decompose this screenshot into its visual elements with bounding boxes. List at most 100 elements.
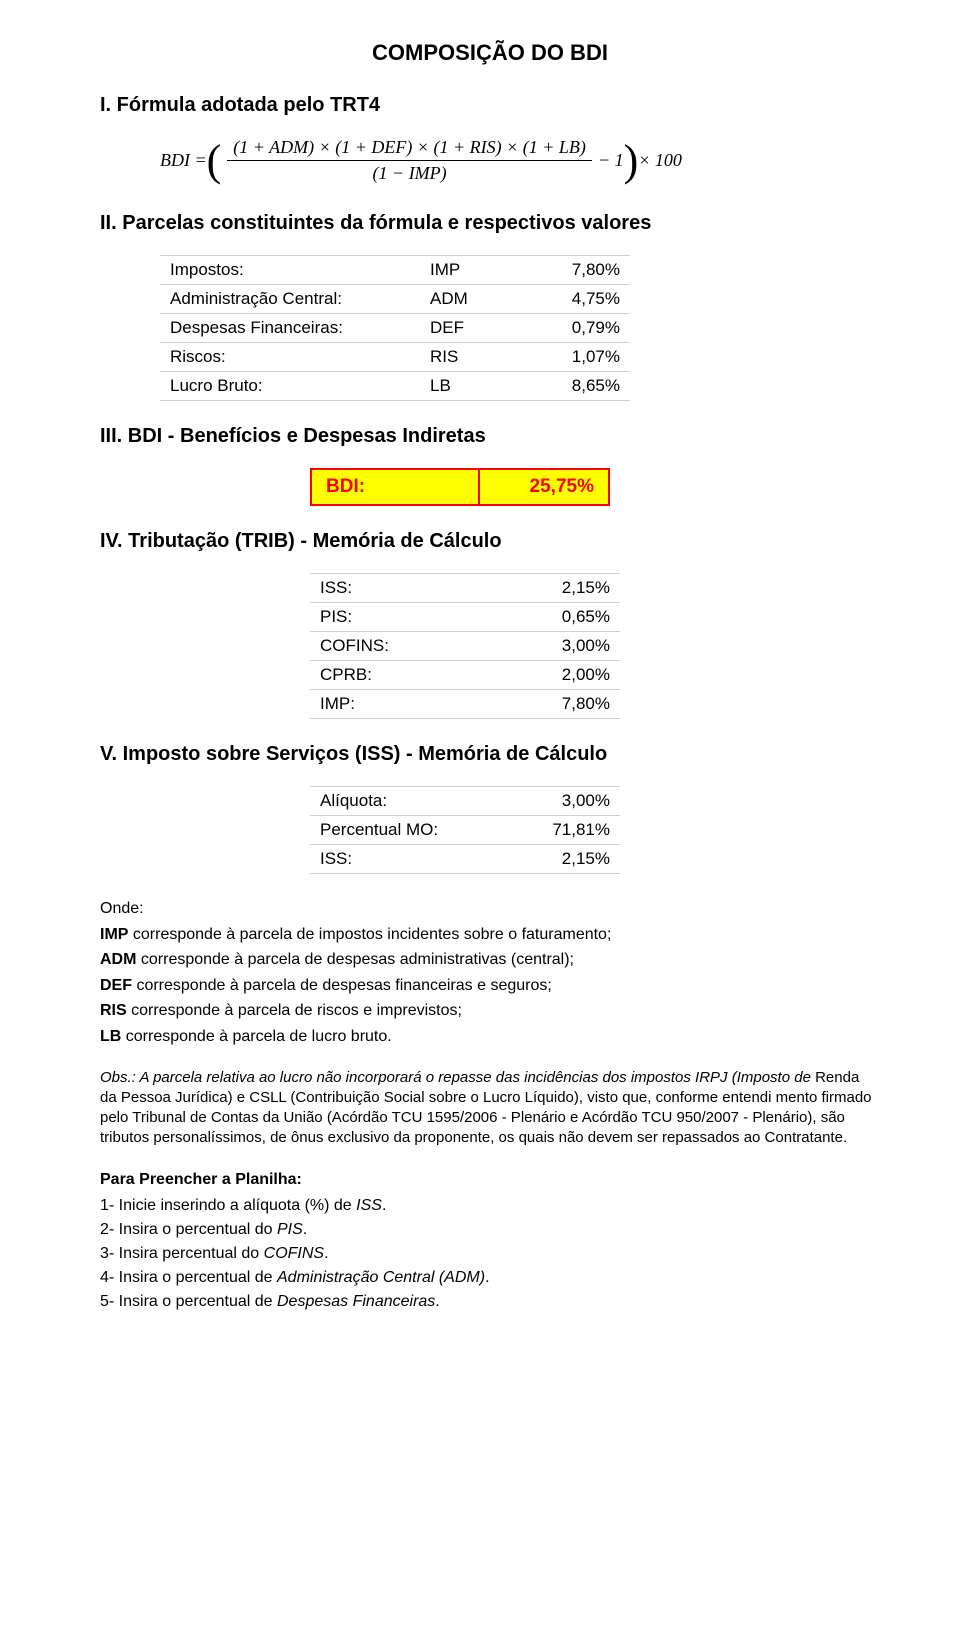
cell-value: 3,00% xyxy=(500,787,620,816)
fill-pre: 4- Insira o percentual de xyxy=(100,1269,277,1286)
fill-post: . xyxy=(435,1293,439,1310)
formula-tail-minus1: − 1 xyxy=(598,150,624,171)
cell-value: 8,65% xyxy=(510,372,630,401)
onde-term: RIS xyxy=(100,1002,127,1019)
fill-em: Despesas Financeiras xyxy=(277,1293,435,1310)
cell-value: 2,00% xyxy=(500,661,620,690)
cell-label: Riscos: xyxy=(160,343,420,372)
onde-text: corresponde à parcela de impostos incide… xyxy=(128,926,611,943)
fill-item: 1- Inicie inserindo a alíquota (%) de IS… xyxy=(100,1197,880,1215)
bdi-value: 25,75% xyxy=(480,468,610,506)
cell-value: 0,65% xyxy=(500,603,620,632)
fill-em: ISS xyxy=(356,1197,382,1214)
fill-post: . xyxy=(324,1245,328,1262)
cell-label: Alíquota: xyxy=(310,787,500,816)
fraction-bar xyxy=(227,160,592,161)
onde-line: LB corresponde à parcela de lucro bruto. xyxy=(100,1026,880,1048)
paren-close: ) xyxy=(624,139,639,183)
onde-text: corresponde à parcela de despesas admini… xyxy=(136,951,574,968)
document-page: COMPOSIÇÃO DO BDI I. Fórmula adotada pel… xyxy=(0,0,960,1377)
onde-block: Onde: IMP corresponde à parcela de impos… xyxy=(100,898,880,1048)
onde-term: LB xyxy=(100,1028,121,1045)
table-row: Riscos: RIS 1,07% xyxy=(160,343,630,372)
fill-post: . xyxy=(303,1221,307,1238)
table-row: Alíquota: 3,00% xyxy=(310,787,620,816)
cell-code: ADM xyxy=(420,285,510,314)
table-row: Impostos: IMP 7,80% xyxy=(160,256,630,285)
cell-label: Percentual MO: xyxy=(310,816,500,845)
formula-numerator: (1 + ADM) × (1 + DEF) × (1 + RIS) × (1 +… xyxy=(227,137,592,158)
fill-pre: 3- Insira percentual do xyxy=(100,1245,264,1262)
cell-label: COFINS: xyxy=(310,632,500,661)
cell-code: IMP xyxy=(420,256,510,285)
formula-fraction: (1 + ADM) × (1 + DEF) × (1 + RIS) × (1 +… xyxy=(227,137,592,184)
onde-term: IMP xyxy=(100,926,128,943)
bdi-label: BDI: xyxy=(310,468,480,506)
table-row: Despesas Financeiras: DEF 0,79% xyxy=(160,314,630,343)
cell-label: ISS: xyxy=(310,574,500,603)
cell-value: 71,81% xyxy=(500,816,620,845)
onde-text: corresponde à parcela de lucro bruto. xyxy=(121,1028,391,1045)
trib-table: ISS: 2,15% PIS: 0,65% COFINS: 3,00% CPRB… xyxy=(310,573,620,719)
cell-label: ISS: xyxy=(310,845,500,874)
table-row: ISS: 2,15% xyxy=(310,574,620,603)
cell-value: 7,80% xyxy=(510,256,630,285)
onde-text: corresponde à parcela de riscos e imprev… xyxy=(127,1002,462,1019)
fill-heading: Para Preencher a Planilha: xyxy=(100,1171,880,1189)
section-heading-3: III. BDI - Benefícios e Despesas Indiret… xyxy=(100,425,880,448)
formula-denominator: (1 − IMP) xyxy=(367,163,453,184)
fill-pre: 1- Inicie inserindo a alíquota (%) de xyxy=(100,1197,356,1214)
fill-item: 2- Insira o percentual do PIS. xyxy=(100,1221,880,1239)
page-title: COMPOSIÇÃO DO BDI xyxy=(100,40,880,66)
obs-block: Obs.: A parcela relativa ao lucro não in… xyxy=(100,1068,880,1149)
fill-pre: 2- Insira o percentual do xyxy=(100,1221,277,1238)
table-row: COFINS: 3,00% xyxy=(310,632,620,661)
formula-tail-times100: × 100 xyxy=(638,150,682,171)
cell-label: PIS: xyxy=(310,603,500,632)
fill-item: 4- Insira o percentual de Administração … xyxy=(100,1269,880,1287)
table-row: Lucro Bruto: LB 8,65% xyxy=(160,372,630,401)
table-row: IMP: 7,80% xyxy=(310,690,620,719)
cell-label: CPRB: xyxy=(310,661,500,690)
section-heading-2: II. Parcelas constituintes da fórmula e … xyxy=(100,212,880,235)
cell-label: Despesas Financeiras: xyxy=(160,314,420,343)
onde-head: Onde: xyxy=(100,898,880,920)
cell-value: 2,15% xyxy=(500,845,620,874)
section-heading-1: I. Fórmula adotada pelo TRT4 xyxy=(100,94,880,117)
cell-label: Administração Central: xyxy=(160,285,420,314)
obs-italic-lead: Obs.: A parcela relativa ao lucro não in… xyxy=(100,1069,811,1086)
cell-label: Impostos: xyxy=(160,256,420,285)
cell-code: DEF xyxy=(420,314,510,343)
fill-em: Administração Central (ADM) xyxy=(277,1269,485,1286)
fill-em: COFINS xyxy=(264,1245,324,1262)
section-heading-5: V. Imposto sobre Serviços (ISS) - Memóri… xyxy=(100,743,880,766)
cell-value: 2,15% xyxy=(500,574,620,603)
bdi-highlight-box: BDI: 25,75% xyxy=(310,468,610,506)
onde-line: RIS corresponde à parcela de riscos e im… xyxy=(100,1000,880,1022)
onde-line: DEF corresponde à parcela de despesas fi… xyxy=(100,975,880,997)
fill-item: 5- Insira o percentual de Despesas Finan… xyxy=(100,1293,880,1311)
table-row: Administração Central: ADM 4,75% xyxy=(160,285,630,314)
table-row: Percentual MO: 71,81% xyxy=(310,816,620,845)
fill-item: 3- Insira percentual do COFINS. xyxy=(100,1245,880,1263)
fill-post: . xyxy=(382,1197,386,1214)
paren-open: ( xyxy=(207,139,222,183)
fill-list: 1- Inicie inserindo a alíquota (%) de IS… xyxy=(100,1197,880,1311)
parcelas-table: Impostos: IMP 7,80% Administração Centra… xyxy=(160,255,630,401)
cell-value: 0,79% xyxy=(510,314,630,343)
cell-code: RIS xyxy=(420,343,510,372)
iss-table: Alíquota: 3,00% Percentual MO: 71,81% IS… xyxy=(310,786,620,874)
table-row: CPRB: 2,00% xyxy=(310,661,620,690)
onde-line: ADM corresponde à parcela de despesas ad… xyxy=(100,949,880,971)
fill-em: PIS xyxy=(277,1221,303,1238)
formula-block: BDI = ( (1 + ADM) × (1 + DEF) × (1 + RIS… xyxy=(160,137,880,184)
table-row: ISS: 2,15% xyxy=(310,845,620,874)
section-heading-4: IV. Tributação (TRIB) - Memória de Cálcu… xyxy=(100,530,880,553)
onde-term: DEF xyxy=(100,977,132,994)
cell-value: 3,00% xyxy=(500,632,620,661)
cell-value: 1,07% xyxy=(510,343,630,372)
onde-term: ADM xyxy=(100,951,136,968)
onde-line: IMP corresponde à parcela de impostos in… xyxy=(100,924,880,946)
cell-code: LB xyxy=(420,372,510,401)
cell-value: 7,80% xyxy=(500,690,620,719)
